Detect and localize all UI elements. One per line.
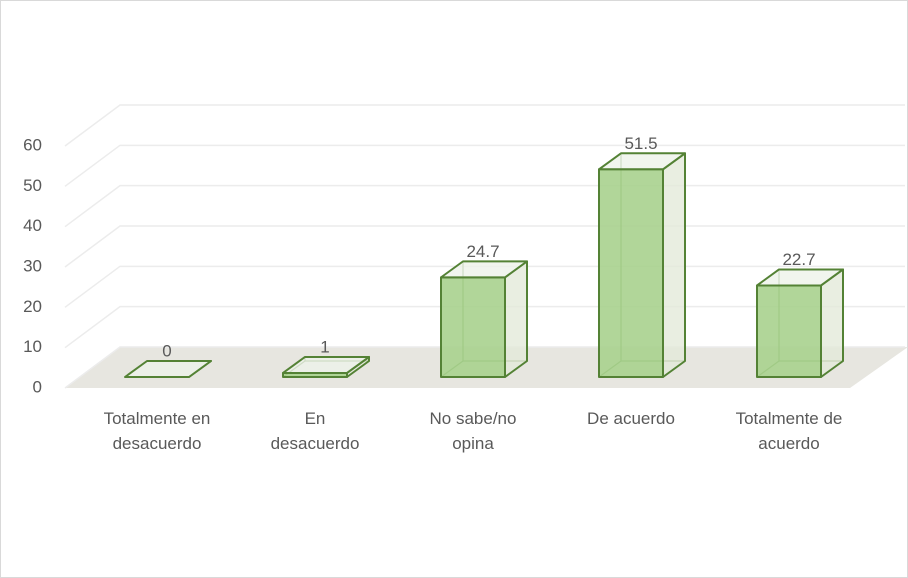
y-tick-label: 20 — [23, 297, 42, 316]
value-label: 1 — [320, 337, 329, 356]
bar — [598, 152, 686, 378]
value-label: 22.7 — [782, 250, 815, 269]
y-tick-label: 60 — [23, 135, 42, 154]
value-label: 0 — [162, 341, 171, 360]
x-tick-label: De acuerdo — [587, 409, 675, 428]
grid-line — [64, 144, 905, 187]
bar-face — [820, 268, 844, 378]
bar — [124, 360, 212, 378]
bar-face — [756, 284, 822, 378]
bar-face — [282, 355, 370, 374]
grid-line — [64, 104, 905, 147]
bar-face — [598, 152, 686, 171]
bar-face — [440, 276, 506, 379]
bar-face — [598, 168, 664, 378]
y-tick-label: 50 — [23, 176, 42, 195]
x-tick-label: No sabe/no opina — [429, 409, 517, 453]
value-label: 24.7 — [466, 242, 499, 261]
bar — [282, 355, 370, 379]
x-tick-label: En desacuerdo — [270, 409, 360, 453]
x-tick-label: Totalmente en desacuerdo — [103, 409, 211, 453]
bar-face — [124, 360, 212, 378]
y-tick-label: 30 — [23, 256, 42, 275]
bar-face — [662, 152, 686, 378]
bar-face — [756, 268, 844, 287]
value-label: 51.5 — [624, 134, 657, 153]
bar — [440, 260, 528, 379]
bar — [756, 268, 844, 378]
x-tick-label: Totalmente de acuerdo — [735, 409, 843, 453]
y-tick-label: 0 — [33, 377, 42, 396]
bar-face — [440, 260, 528, 279]
bar-face — [504, 260, 528, 378]
y-tick-label: 10 — [23, 337, 42, 356]
y-tick-label: 40 — [23, 216, 42, 235]
